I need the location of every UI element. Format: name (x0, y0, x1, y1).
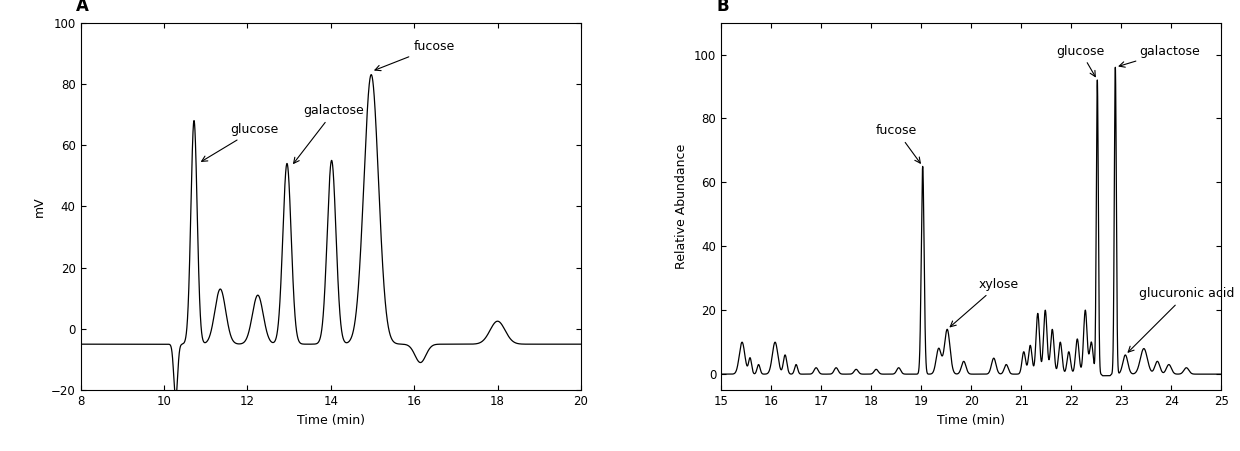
Text: xylose: xylose (950, 278, 1019, 327)
Text: glucose: glucose (202, 123, 279, 161)
Text: galactose: galactose (294, 105, 365, 163)
Y-axis label: Relative Abundance: Relative Abundance (676, 144, 688, 269)
X-axis label: Time (min): Time (min) (937, 414, 1006, 427)
Y-axis label: mV: mV (32, 196, 46, 216)
Text: A: A (76, 0, 88, 15)
Text: fucose: fucose (877, 124, 920, 163)
Text: glucuronic acid: glucuronic acid (1128, 287, 1234, 352)
Text: galactose: galactose (1120, 45, 1199, 67)
Text: glucose: glucose (1056, 45, 1105, 77)
Text: fucose: fucose (374, 40, 455, 71)
Text: B: B (715, 0, 729, 15)
X-axis label: Time (min): Time (min) (296, 414, 365, 427)
